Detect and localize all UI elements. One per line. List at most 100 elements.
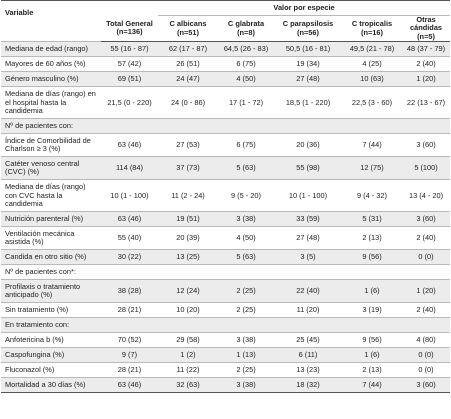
cell-value — [274, 317, 342, 333]
cell-value: 26 (51) — [158, 56, 218, 72]
table-row: Nº de pacientes con*: — [1, 264, 451, 280]
cell-value: 22,5 (3 - 60) — [342, 86, 402, 119]
cell-value: 2 (25) — [218, 362, 274, 378]
row-label: Anfotericina b (%) — [1, 332, 101, 348]
cell-value: 10 (20) — [158, 302, 218, 318]
row-label: Mayores de 60 años (%) — [1, 56, 101, 72]
table-body: Mediana de edad (rango) 55 (16 - 87) 62 (1… — [1, 41, 451, 394]
column-header: C tropicalis (n=16) — [342, 15, 402, 43]
row-label: Candida en otro sitio (%) — [1, 249, 101, 265]
cell-value — [342, 118, 402, 134]
cell-value: 1 (20) — [402, 71, 451, 87]
cell-value: 10 (1 - 100) — [274, 179, 342, 212]
cell-value: 5 (63) — [218, 249, 274, 265]
cell-value: 3 (19) — [342, 302, 402, 318]
row-label: Fluconazol (%) — [1, 362, 101, 378]
cell-value: 2 (40) — [402, 302, 451, 318]
cell-value — [158, 264, 218, 280]
cell-value: 3 (60) — [402, 211, 451, 227]
cell-value: 55 (98) — [274, 156, 342, 180]
cell-value: 2 (25) — [218, 279, 274, 303]
cell-value: 11 (22) — [158, 362, 218, 378]
cell-value: 7 (44) — [342, 133, 402, 157]
cell-value: 1 (13) — [218, 347, 274, 363]
cell-value: 13 (23) — [274, 362, 342, 378]
cell-value: 27 (48) — [274, 71, 342, 87]
cell-value: 0 (0) — [402, 362, 451, 378]
row-label: Mediana de edad (rango) — [1, 41, 101, 57]
cell-value: 3 (60) — [402, 133, 451, 157]
cell-value: 32 (63) — [158, 377, 218, 394]
cell-value: 63 (46) — [101, 377, 158, 394]
cell-value — [402, 317, 451, 333]
row-label: Ventilación mecánica asistida (%) — [1, 226, 101, 250]
cell-value: 2 (13) — [342, 226, 402, 250]
column-header: C albicans (n=51) — [158, 15, 218, 43]
cell-value: 9 (7) — [101, 347, 158, 363]
species-group-header: Valor por especie — [158, 0, 451, 16]
row-label: Mediana de días (rango) en el hospital h… — [1, 86, 101, 119]
cell-value: 10 (63) — [342, 71, 402, 87]
cell-value: 1 (6) — [342, 279, 402, 303]
cell-value — [402, 264, 451, 280]
table-row: Ventilación mecánica asistida (%) 55 (40)… — [1, 226, 451, 250]
cell-value: 21,5 (0 - 220) — [101, 86, 158, 119]
column-header: Total General (n=136) — [101, 15, 158, 43]
cell-value — [274, 118, 342, 134]
row-label: Profilaxis o tratamiento anticipado (%) — [1, 279, 101, 303]
row-label: Caspofungina (%) — [1, 347, 101, 363]
cell-value: 13 (25) — [158, 249, 218, 265]
cell-value — [101, 118, 158, 134]
cell-value: 33 (59) — [274, 211, 342, 227]
cell-value: 5 (63) — [218, 156, 274, 180]
cell-value — [402, 118, 451, 134]
cell-value: 114 (84) — [101, 156, 158, 180]
row-label: Sin tratamiento (%) — [1, 302, 101, 318]
cell-value: 25 (45) — [274, 332, 342, 348]
cell-value: 17 (1 - 72) — [218, 86, 274, 119]
cell-value: 22 (40) — [274, 279, 342, 303]
cell-value: 55 (16 - 87) — [101, 41, 158, 57]
cell-value: 64,5 (26 - 83) — [218, 41, 274, 57]
cell-value: 37 (73) — [158, 156, 218, 180]
cell-value: 3 (5) — [274, 249, 342, 265]
table-row: Género masculino (%) 69 (51) 24 (47) 4 (50)… — [1, 71, 451, 87]
table-row: Mediana de días (rango) con CVC hasta la… — [1, 179, 451, 212]
cell-value: 11 (20) — [274, 302, 342, 318]
cell-value: 7 (44) — [342, 377, 402, 394]
cell-value: 9 (5 - 20) — [218, 179, 274, 212]
cell-value: 18,5 (1 - 220) — [274, 86, 342, 119]
cell-value: 9 (56) — [342, 249, 402, 265]
row-label: Género masculino (%) — [1, 71, 101, 87]
table-row: Candida en otro sitio (%) 30 (22) 13 (25) 5… — [1, 249, 451, 265]
cell-value: 28 (21) — [101, 302, 158, 318]
cell-value: 3 (38) — [218, 377, 274, 394]
cell-value: 48 (37 - 79) — [402, 41, 451, 57]
table-row: Sin tratamiento (%) 28 (21) 10 (20) 2 (25) 1… — [1, 302, 451, 318]
candidemia-table: Variable Valor por especie Total General… — [1, 0, 451, 394]
cell-value — [342, 317, 402, 333]
cell-value: 63 (46) — [101, 133, 158, 157]
cell-value: 22 (13 - 67) — [402, 86, 451, 119]
row-label: En tratamiento con: — [1, 317, 101, 333]
table-row: Nº de pacientes con: — [1, 118, 451, 134]
cell-value: 38 (28) — [101, 279, 158, 303]
cell-value: 13 (4 - 20) — [402, 179, 451, 212]
table-row: Profilaxis o tratamiento anticipado (%) 3… — [1, 279, 451, 303]
cell-value: 49,5 (21 - 78) — [342, 41, 402, 57]
cell-value: 55 (40) — [101, 226, 158, 250]
cell-value: 29 (58) — [158, 332, 218, 348]
cell-value — [274, 264, 342, 280]
cell-value: 19 (51) — [158, 211, 218, 227]
row-label: Índice de Comorbilidad de Charlson ≥ 3 (… — [1, 133, 101, 157]
cell-value: 27 (53) — [158, 133, 218, 157]
cell-value: 63 (46) — [101, 211, 158, 227]
table-row: Mayores de 60 años (%) 57 (42) 26 (51) 6 (7… — [1, 56, 451, 72]
cell-value: 69 (51) — [101, 71, 158, 87]
table-row: Nutrición parenteral (%) 63 (46) 19 (51) 3 … — [1, 211, 451, 227]
cell-value — [218, 264, 274, 280]
cell-value: 5 (31) — [342, 211, 402, 227]
cell-value: 2 (13) — [342, 362, 402, 378]
cell-value: 27 (48) — [274, 226, 342, 250]
table-row: Mortalidad a 30 días (%) 63 (46) 32 (63) 3 … — [1, 377, 451, 394]
